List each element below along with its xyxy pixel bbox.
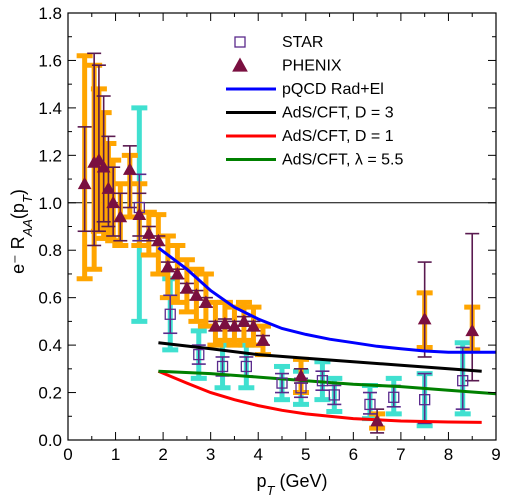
legend-phenix-marker [232,57,248,72]
legend-label-0: STAR [282,34,323,51]
legend-label-4: AdS/CFT, D = 1 [282,128,394,145]
y-tick-label-5: 1.0 [38,194,62,213]
star-point-6 [295,382,307,394]
ads-cft-d3-curve [158,341,482,373]
phenix-stat-bar-1 [87,52,102,247]
star-point-2 [193,348,205,361]
phenix-point-9 [141,226,156,239]
star-point-1 [164,308,176,320]
star-stat-bar-9 [362,391,377,415]
star-point-5 [276,377,288,389]
legend-label-2: pQCD Rad+El [282,81,384,98]
phenix-point-2 [92,153,106,166]
phenix-point-4 [101,181,116,194]
phenix-point-16 [208,319,223,332]
phenix-point-25 [465,323,480,337]
x-tick-label-9: 9 [491,445,500,464]
phenix-point-14 [189,288,204,301]
phenix-stat-bar-2 [91,64,106,233]
star-point-4 [240,360,252,373]
phenix-stat-bar-24 [417,261,432,358]
x-tick-label-1: 1 [111,445,120,464]
legend-label-5: AdS/CFT, λ = 5.5 [282,152,403,169]
x-tick-label-8: 8 [444,445,453,464]
phenix-point-19 [237,314,251,327]
star-point-8 [328,389,340,401]
phenix-point-17 [218,316,232,330]
star-stat-bar-8 [327,384,342,406]
y-axis-title: e⁻ RAA(pT) [8,189,35,274]
x-tick-label-7: 7 [396,445,405,464]
star-point-7 [316,375,329,387]
x-tick-label-0: 0 [63,445,72,464]
phenix-point-10 [151,233,166,247]
y-tick-label-0: 0.0 [38,431,62,450]
y-tick-label-8: 1.6 [38,51,62,70]
star-stat-bar-11 [417,372,432,425]
phenix-point-6 [113,209,128,223]
ads-cft-lambda-curve [158,369,496,396]
star-stat-bar-5 [275,372,289,394]
y-tick-label-1: 0.2 [38,384,62,403]
pqcd-rad-el-curve [157,246,496,354]
ads-cft-d1-curve [157,369,482,424]
legend-label-3: AdS/CFT, D = 3 [282,105,394,122]
phenix-point-3 [96,160,111,173]
phenix-point-18 [227,319,242,332]
legend-star-marker [234,36,246,48]
y-tick-label-7: 1.4 [38,99,62,118]
star-point-10 [388,391,400,403]
x-tick-label-6: 6 [349,445,358,464]
phenix-point-5 [106,195,121,209]
star-stat-bar-12 [455,346,470,410]
star-point-12 [457,375,469,387]
phenix-point-0 [77,176,92,190]
star-point-3 [216,360,229,373]
x-tick-label-5: 5 [301,445,310,464]
star-point-11 [419,394,431,406]
phenix-point-15 [199,295,213,308]
phenix-point-13 [180,281,194,294]
phenix-point-20 [246,319,261,332]
y-tick-label-9: 1.8 [38,4,62,23]
y-tick-label-3: 0.6 [38,289,62,308]
phenix-point-21 [256,333,270,346]
phenix-point-12 [170,266,185,280]
x-axis-title: pT (GeV) [257,471,328,497]
phenix-point-23 [370,413,384,427]
star-point-9 [364,398,376,411]
y-tick-label-6: 1.2 [38,146,62,165]
phenix-point-7 [122,162,137,175]
phenix-point-22 [294,368,308,382]
x-tick-label-2: 2 [158,445,167,464]
phenix-point-11 [161,259,175,273]
phenix-point-8 [132,207,147,220]
star-stat-bar-1 [163,294,178,335]
x-tick-label-4: 4 [253,445,262,464]
legend-label-1: PHENIX [282,58,342,75]
phenix-point-24 [417,311,432,325]
y-tick-label-4: 0.8 [38,241,62,260]
y-tick-label-2: 0.4 [38,336,62,355]
x-tick-label-3: 3 [206,445,215,464]
